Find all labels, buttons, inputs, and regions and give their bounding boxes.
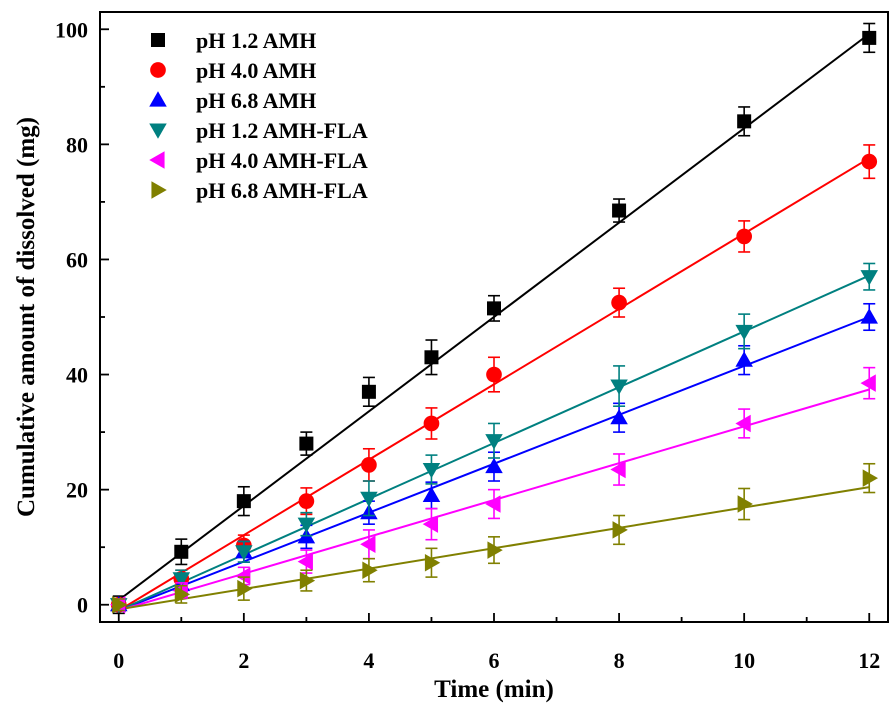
data-point xyxy=(422,515,439,533)
data-point xyxy=(862,469,878,487)
series-1 xyxy=(111,22,877,615)
legend-item-5: pH 4.0 AMH-FLA xyxy=(149,148,368,173)
data-point xyxy=(860,374,876,392)
legend-label: pH 6.8 AMH-FLA xyxy=(196,178,368,203)
x-tick-label: 6 xyxy=(489,648,500,673)
data-point xyxy=(235,545,253,561)
data-point xyxy=(424,350,439,365)
data-point xyxy=(486,366,502,383)
series-5 xyxy=(110,366,876,614)
x-tick-label: 2 xyxy=(238,648,249,673)
data-point xyxy=(422,486,441,502)
data-point xyxy=(610,379,628,395)
legend-marker xyxy=(151,181,167,199)
data-point xyxy=(297,517,316,533)
data-point xyxy=(610,408,628,425)
data-point xyxy=(612,203,627,218)
data-point xyxy=(737,495,753,513)
data-point xyxy=(360,491,378,508)
data-point xyxy=(612,521,628,539)
legend-label: pH 4.0 AMH-FLA xyxy=(196,148,368,173)
y-tick-label: 80 xyxy=(66,132,88,157)
data-point xyxy=(737,114,752,129)
data-point xyxy=(112,595,128,614)
data-point xyxy=(174,544,189,559)
data-point xyxy=(172,572,191,588)
legend-label: pH 6.8 AMH xyxy=(196,88,316,113)
y-tick-label: 60 xyxy=(66,247,88,272)
axis-layer: 0 2 4 6 8 10 12 0 20 40 60 80 100 xyxy=(55,17,880,673)
data-point xyxy=(860,308,878,324)
data-point xyxy=(862,30,877,45)
data-point xyxy=(736,228,752,245)
y-tick-label: 100 xyxy=(55,17,88,42)
x-tick-label: 10 xyxy=(733,648,755,673)
data-point xyxy=(485,495,501,513)
legend-marker xyxy=(149,123,167,139)
data-point xyxy=(360,535,376,554)
y-tick-label: 0 xyxy=(77,593,88,618)
y-axis-title: Cumulative amount of dissolved (mg) xyxy=(13,117,40,517)
legend-marker xyxy=(149,151,165,169)
data-point xyxy=(422,462,441,479)
data-point xyxy=(735,414,751,433)
data-point xyxy=(424,553,441,572)
series-6 xyxy=(112,462,878,614)
data-point xyxy=(423,415,440,432)
legend-marker xyxy=(150,62,166,78)
x-tick-label: 4 xyxy=(363,648,374,673)
legend-label: pH 1.2 AMH-FLA xyxy=(196,118,368,143)
data-point xyxy=(485,457,503,474)
legend-item-3: pH 6.8 AMH xyxy=(149,88,316,113)
x-tick-label: 8 xyxy=(614,648,625,673)
legend-item-4: pH 1.2 AMH-FLA xyxy=(149,118,368,143)
y-tick-label: 40 xyxy=(66,363,88,388)
data-point xyxy=(361,457,377,473)
plot-layer xyxy=(110,22,878,615)
legend-item-1: pH 1.2 AMH xyxy=(151,28,316,53)
legend-item-2: pH 4.0 AMH xyxy=(150,58,316,83)
legend-label: pH 1.2 AMH xyxy=(196,28,316,53)
data-point xyxy=(735,351,753,367)
data-point xyxy=(861,153,878,170)
x-tick-label: 0 xyxy=(113,648,124,673)
data-point xyxy=(487,301,501,316)
data-point xyxy=(236,494,251,509)
data-point xyxy=(299,571,316,590)
legend: pH 1.2 AMH pH 4.0 AMH pH 6.8 AMH pH 1.2 AMH… xyxy=(149,28,368,203)
x-axis-title: Time (min) xyxy=(434,676,554,703)
data-point xyxy=(610,460,626,479)
data-point xyxy=(237,579,253,598)
data-point xyxy=(362,561,378,579)
data-point xyxy=(611,294,627,311)
data-point xyxy=(735,324,753,341)
data-point xyxy=(299,436,314,451)
data-point xyxy=(485,434,503,450)
data-point xyxy=(235,567,251,585)
data-point xyxy=(487,541,503,559)
legend-marker xyxy=(151,33,165,47)
data-point xyxy=(361,384,376,399)
data-point xyxy=(297,552,313,571)
data-point xyxy=(860,270,878,286)
legend-item-6: pH 6.8 AMH-FLA xyxy=(151,178,368,203)
data-point xyxy=(174,585,191,604)
x-tick-label: 12 xyxy=(858,648,880,673)
y-tick-label: 20 xyxy=(66,478,88,503)
legend-label: pH 4.0 AMH xyxy=(196,58,316,83)
data-point xyxy=(298,493,315,509)
legend-marker xyxy=(149,91,167,107)
